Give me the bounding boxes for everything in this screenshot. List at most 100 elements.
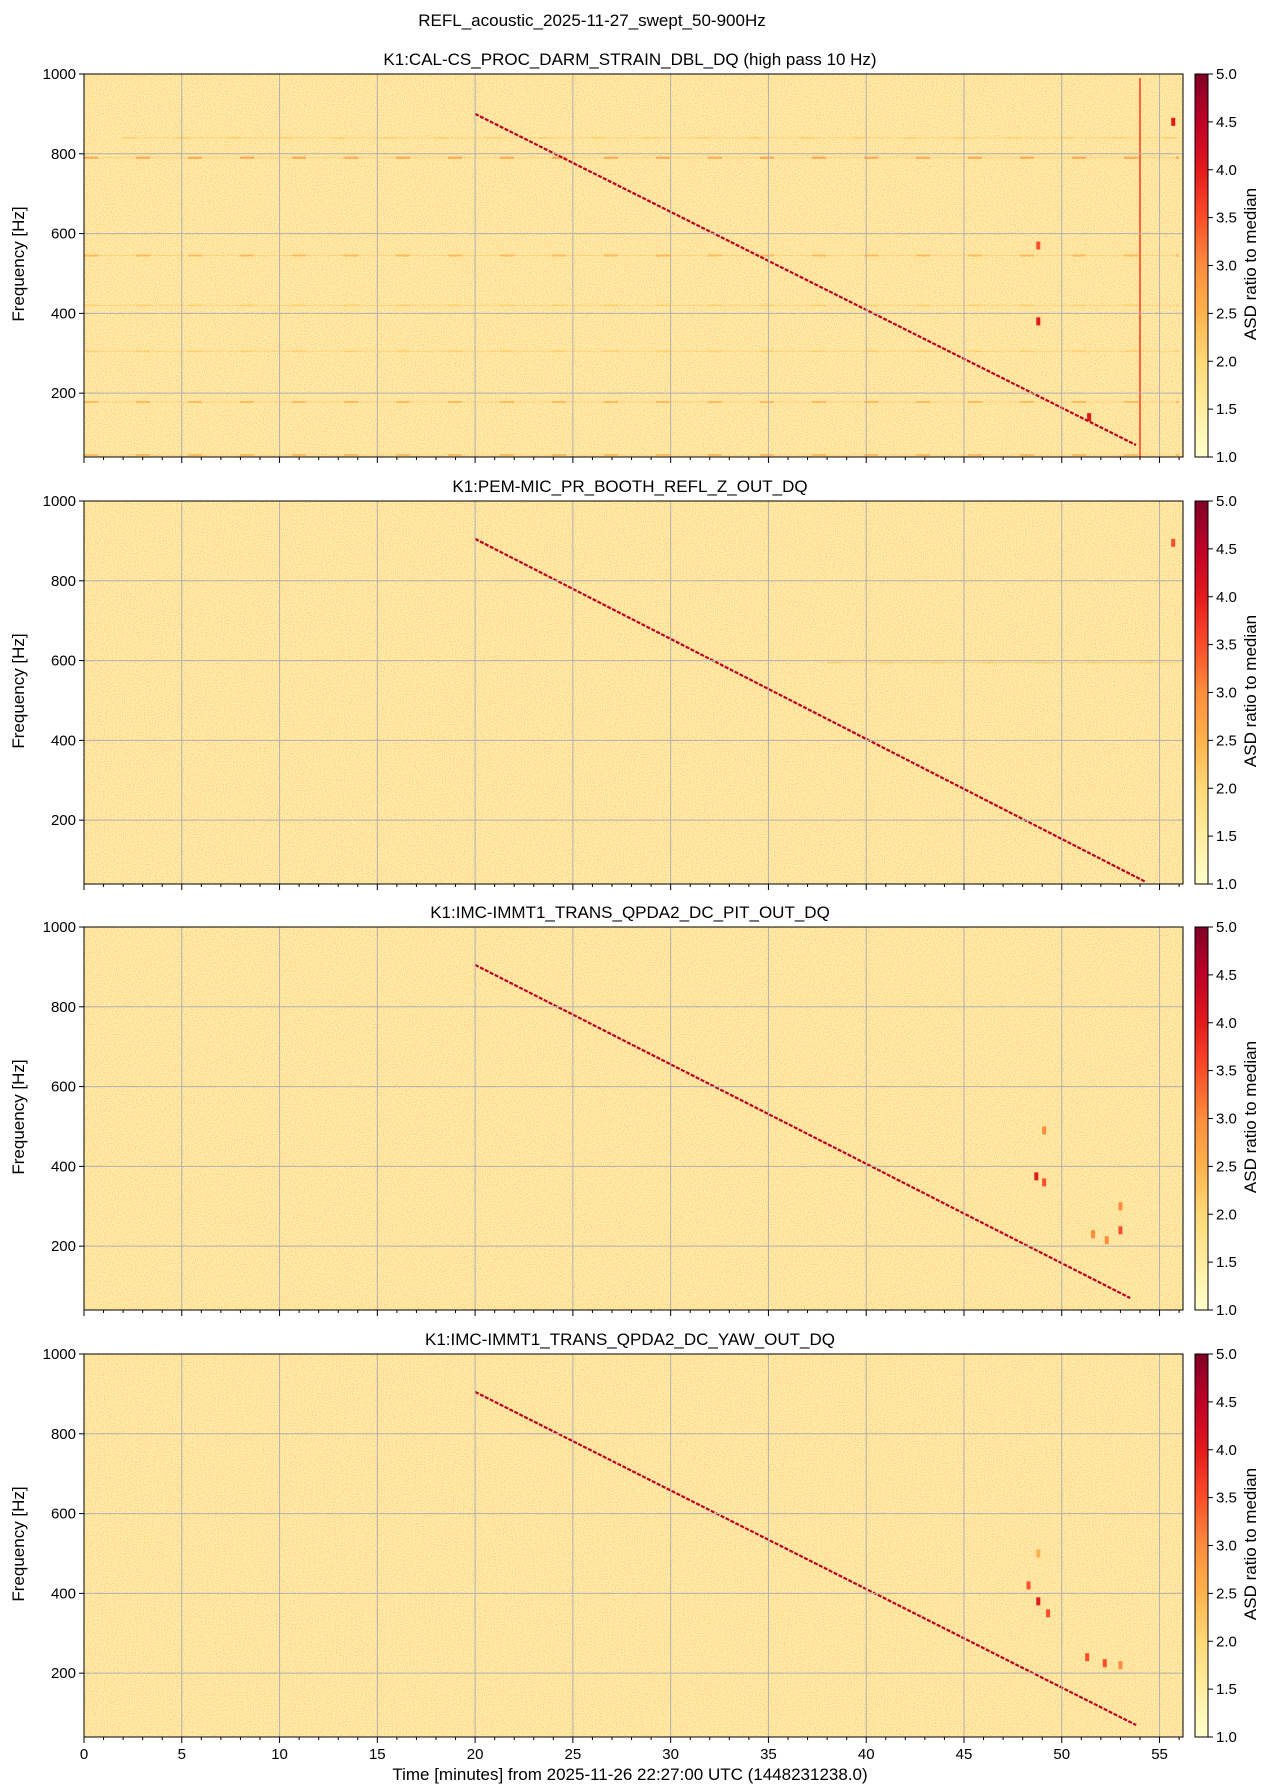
glitch-spot bbox=[1036, 241, 1041, 250]
frequency-sweep-line bbox=[474, 112, 1137, 447]
colorbar bbox=[1194, 500, 1209, 885]
colorbar-tick-label: 2.0 bbox=[1216, 1206, 1237, 1223]
x-tick-label: 15 bbox=[369, 1746, 386, 1763]
colorbar-tick-label: 2.0 bbox=[1216, 1633, 1237, 1650]
colorbar-tick-label: 2.5 bbox=[1216, 732, 1237, 749]
y-tick-label: 400 bbox=[51, 305, 76, 322]
glitch-spot bbox=[1036, 317, 1041, 326]
colorbar-tick-label: 4.0 bbox=[1216, 589, 1237, 606]
colorbar-tick-label: 4.5 bbox=[1216, 967, 1237, 984]
y-tick-label: 1000 bbox=[43, 493, 76, 510]
colorbar-tick-label: 4.0 bbox=[1216, 162, 1237, 179]
glitch-spot bbox=[1091, 1230, 1096, 1239]
panel-title: K1:PEM-MIC_PR_BOOTH_REFL_Z_OUT_DQ bbox=[452, 477, 807, 496]
colorbar-tick-label: 5.0 bbox=[1216, 66, 1237, 83]
x-tick-label: 45 bbox=[956, 1746, 973, 1763]
colorbar-tick-label: 2.5 bbox=[1216, 1158, 1237, 1175]
colorbar-tick-label: 2.5 bbox=[1216, 1585, 1237, 1602]
colorbar-tick-label: 5.0 bbox=[1216, 493, 1237, 510]
y-tick-label: 600 bbox=[51, 1506, 76, 1523]
glitch-spot bbox=[1104, 1236, 1109, 1245]
y-tick-label: 200 bbox=[51, 1665, 76, 1682]
panel-title: K1:IMC-IMMT1_TRANS_QPDA2_DC_YAW_OUT_DQ bbox=[425, 1330, 835, 1349]
y-tick-label: 600 bbox=[51, 653, 76, 670]
axes-frame bbox=[83, 1353, 1184, 1738]
colorbar-tick-label: 3.0 bbox=[1216, 1538, 1237, 1555]
colorbar-tick-label: 4.5 bbox=[1216, 114, 1237, 131]
colorbar-tick-label: 3.0 bbox=[1216, 1111, 1237, 1128]
figure-suptitle: REFL_acoustic_2025-11-27_swept_50-900Hz bbox=[418, 11, 765, 30]
y-axis-label: Frequency [Hz] bbox=[9, 206, 28, 321]
x-axis-label: Time [minutes] from 2025-11-26 22:27:00 … bbox=[392, 1765, 867, 1784]
y-tick-label: 200 bbox=[51, 1238, 76, 1255]
colorbar bbox=[1194, 926, 1209, 1311]
axes-frame bbox=[83, 73, 1184, 458]
colorbar bbox=[1194, 73, 1209, 458]
glitch-spot bbox=[1102, 1659, 1107, 1668]
x-tick-label: 55 bbox=[1151, 1746, 1168, 1763]
colorbar-label: ASD ratio to median bbox=[1241, 615, 1260, 767]
panel-title: K1:IMC-IMMT1_TRANS_QPDA2_DC_PIT_OUT_DQ bbox=[430, 903, 830, 922]
glitch-spot bbox=[1034, 1172, 1039, 1181]
colorbar-tick-label: 3.5 bbox=[1216, 1490, 1237, 1507]
colorbar-tick-label: 2.0 bbox=[1216, 780, 1237, 797]
colorbar-tick-label: 4.5 bbox=[1216, 541, 1237, 558]
y-tick-label: 800 bbox=[51, 573, 76, 590]
spectrogram-panel-imc-immt1-yaw: K1:IMC-IMMT1_TRANS_QPDA2_DC_YAW_OUT_DQ F… bbox=[9, 1330, 1260, 1763]
x-tick-label: 0 bbox=[80, 1746, 88, 1763]
colorbar-tick-label: 3.5 bbox=[1216, 1063, 1237, 1080]
colorbar bbox=[1194, 1353, 1209, 1738]
colorbar-tick-label: 1.5 bbox=[1216, 401, 1237, 418]
y-tick-label: 1000 bbox=[43, 66, 76, 83]
spectrogram-panel-imc-immt1-pit: K1:IMC-IMMT1_TRANS_QPDA2_DC_PIT_OUT_DQ F… bbox=[9, 903, 1260, 1319]
glitch-spot bbox=[1085, 1653, 1090, 1662]
colorbar-tick-label: 1.5 bbox=[1216, 1254, 1237, 1271]
x-tick-label: 50 bbox=[1053, 1746, 1070, 1763]
glitch-spot bbox=[1026, 1581, 1031, 1590]
y-axis-label: Frequency [Hz] bbox=[9, 1486, 28, 1601]
colorbar-tick-label: 1.0 bbox=[1216, 1302, 1237, 1319]
glitch-spot bbox=[1118, 1226, 1123, 1235]
colorbar-tick-label: 2.0 bbox=[1216, 353, 1237, 370]
y-tick-label: 400 bbox=[51, 1158, 76, 1175]
axes-frame bbox=[83, 500, 1184, 885]
colorbar-tick-label: 3.0 bbox=[1216, 685, 1237, 702]
x-tick-label: 5 bbox=[178, 1746, 186, 1763]
glitch-spot bbox=[1171, 538, 1176, 547]
glitch-spot bbox=[1087, 413, 1092, 422]
x-tick-label: 30 bbox=[662, 1746, 679, 1763]
colorbar-tick-label: 1.0 bbox=[1216, 1729, 1237, 1746]
glitch-spot bbox=[1118, 1202, 1123, 1211]
y-tick-label: 1000 bbox=[43, 919, 76, 936]
spectrogram-panel-pem-mic-pr-booth-refl: K1:PEM-MIC_PR_BOOTH_REFL_Z_OUT_DQ Freque… bbox=[9, 477, 1260, 893]
x-tick-label: 35 bbox=[760, 1746, 777, 1763]
axes-frame bbox=[83, 926, 1184, 1311]
colorbar-tick-label: 1.0 bbox=[1216, 876, 1237, 893]
y-tick-label: 600 bbox=[51, 1079, 76, 1096]
glitch-spot bbox=[1171, 117, 1176, 126]
colorbar-label: ASD ratio to median bbox=[1241, 188, 1260, 340]
grid bbox=[83, 1353, 1183, 1737]
y-tick-label: 600 bbox=[51, 226, 76, 243]
glitch-spot bbox=[1036, 1597, 1041, 1606]
colorbar-tick-label: 1.5 bbox=[1216, 828, 1237, 845]
spectrogram-noise bbox=[84, 501, 1183, 884]
spectrogram-noise bbox=[84, 1354, 1183, 1737]
colorbar-tick-label: 3.5 bbox=[1216, 637, 1237, 654]
frequency-sweep-line bbox=[474, 1390, 1137, 1727]
frequency-sweep-line bbox=[474, 537, 1147, 883]
glitch-spot bbox=[1046, 1609, 1051, 1618]
panel-title: K1:CAL-CS_PROC_DARM_STRAIN_DBL_DQ (high … bbox=[383, 50, 876, 69]
colorbar-tick-label: 1.5 bbox=[1216, 1681, 1237, 1698]
x-tick-label: 40 bbox=[858, 1746, 875, 1763]
colorbar-label: ASD ratio to median bbox=[1241, 1468, 1260, 1620]
colorbar-tick-label: 4.5 bbox=[1216, 1394, 1237, 1411]
y-tick-label: 400 bbox=[51, 1585, 76, 1602]
frequency-sweep-line bbox=[474, 963, 1131, 1300]
y-tick-label: 200 bbox=[51, 385, 76, 402]
colorbar-tick-label: 4.0 bbox=[1216, 1442, 1237, 1459]
colorbar-tick-label: 4.0 bbox=[1216, 1015, 1237, 1032]
y-axis-label: Frequency [Hz] bbox=[9, 633, 28, 748]
spectrogram-noise bbox=[84, 74, 1183, 457]
